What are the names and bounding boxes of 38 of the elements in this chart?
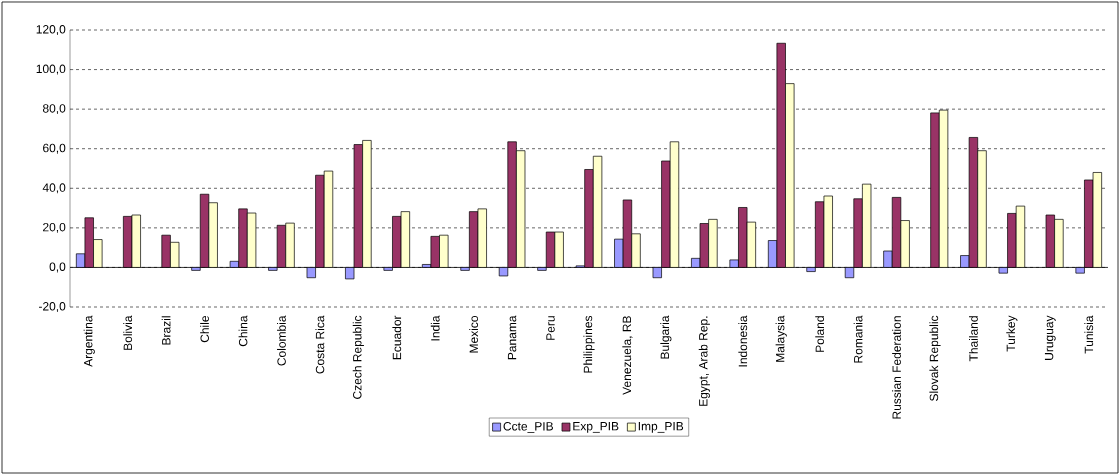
x-tick-label: China (238, 315, 248, 347)
y-tick-label: -20,0 (38, 302, 66, 312)
x-tick-label: Tunisia (1084, 315, 1094, 354)
legend-label: Ccte_PIB (503, 422, 553, 433)
x-tick-label: Indonesia (738, 315, 748, 367)
x-tick-label: Malaysia (775, 315, 787, 362)
y-tick-label: 80,0 (42, 104, 66, 115)
x-tick-label: Costa Rica (315, 315, 325, 374)
y-tick-label: 100,0 (36, 64, 66, 75)
x-tick-label: Mexico (469, 315, 479, 353)
x-tick-label: Czech Republic (352, 315, 364, 399)
x-tick-label: Peru (546, 316, 555, 340)
y-tick-label: 0,0 (49, 262, 66, 273)
x-tick-label: Bolivia (123, 315, 133, 350)
x-tick-label: Poland (815, 316, 825, 352)
legend-label: Imp_PIB (638, 422, 684, 433)
y-tick-label: 20,0 (43, 222, 66, 233)
x-tick-label: Bulgaria (660, 315, 672, 359)
x-tick-label: Thailand (969, 316, 978, 362)
y-tick-label: 40,0 (42, 183, 66, 194)
x-tick-label: Argentina (83, 315, 95, 367)
x-tick-label: Romania (853, 315, 863, 363)
x-tick-label: Slovak Republic (929, 315, 941, 401)
x-tick-label: Venezuela, RB (622, 316, 633, 395)
y-tick-label: 120,0 (36, 25, 66, 35)
x-tick-label: Philippines (583, 315, 595, 373)
x-tick-label: Ecuador (392, 315, 402, 360)
y-tick-label: 60,0 (43, 143, 66, 154)
x-tick-label: Russian Federation (892, 316, 901, 419)
x-tick-label: Colombia (277, 315, 286, 366)
x-tick-label: Chile (200, 316, 209, 343)
x-tick-label: Uruguay (1044, 315, 1056, 360)
legend-label: Exp_PIB (573, 422, 619, 433)
x-tick-label: India (430, 315, 440, 341)
x-tick-label: Turkey (1006, 315, 1018, 352)
x-tick-label: Egypt, Arab Rep. (698, 316, 710, 406)
x-tick-label: Brazil (161, 316, 171, 345)
x-tick-label: Panama (507, 315, 517, 360)
